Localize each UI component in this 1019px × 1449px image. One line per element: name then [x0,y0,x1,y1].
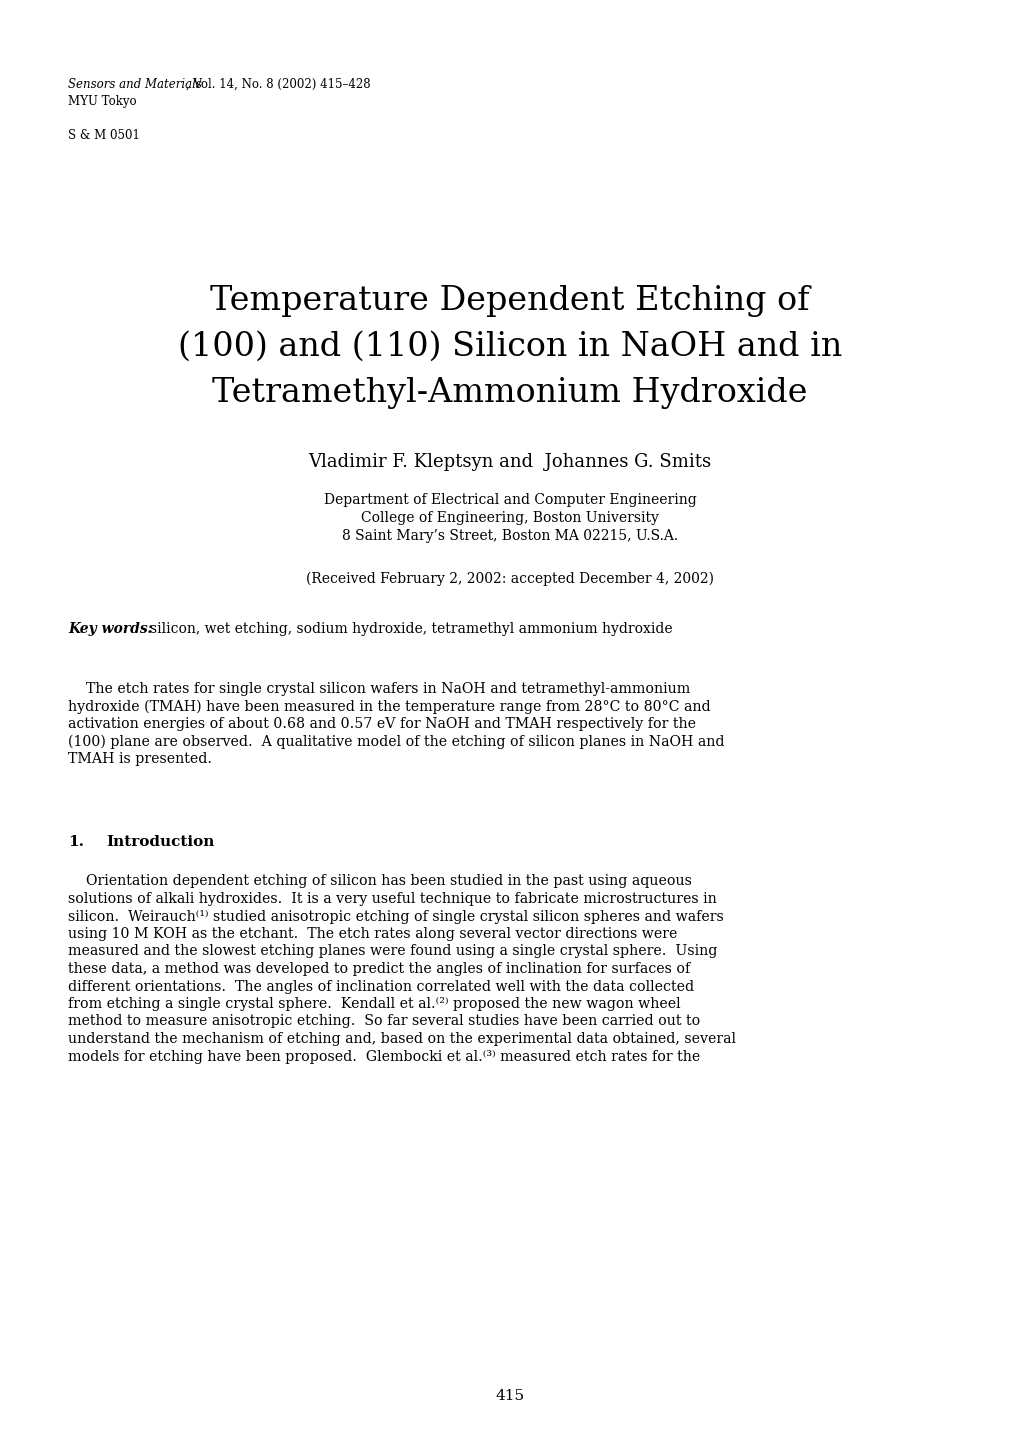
Text: Tetramethyl-Ammonium Hydroxide: Tetramethyl-Ammonium Hydroxide [212,377,807,409]
Text: from etching a single crystal sphere.  Kendall et al.⁽²⁾ proposed the new wagon : from etching a single crystal sphere. Ke… [68,997,680,1011]
Text: 8 Saint Mary’s Street, Boston MA 02215, U.S.A.: 8 Saint Mary’s Street, Boston MA 02215, … [341,529,678,543]
Text: (100) and (110) Silicon in NaOH and in: (100) and (110) Silicon in NaOH and in [177,330,842,364]
Text: The etch rates for single crystal silicon wafers in NaOH and tetramethyl-ammoniu: The etch rates for single crystal silico… [68,682,690,696]
Text: Key words:: Key words: [68,622,153,636]
Text: measured and the slowest etching planes were found using a single crystal sphere: measured and the slowest etching planes … [68,945,716,958]
Text: silicon.  Weirauch⁽¹⁾ studied anisotropic etching of single crystal silicon sphe: silicon. Weirauch⁽¹⁾ studied anisotropic… [68,910,723,923]
Text: (Received February 2, 2002: accepted December 4, 2002): (Received February 2, 2002: accepted Dec… [306,572,713,587]
Text: Orientation dependent etching of silicon has been studied in the past using aque: Orientation dependent etching of silicon… [68,875,691,888]
Text: these data, a method was developed to predict the angles of inclination for surf: these data, a method was developed to pr… [68,962,690,977]
Text: Sensors and Materials: Sensors and Materials [68,78,202,91]
Text: Temperature Dependent Etching of: Temperature Dependent Etching of [210,285,809,317]
Text: S & M 0501: S & M 0501 [68,129,140,142]
Text: (100) plane are observed.  A qualitative model of the etching of silicon planes : (100) plane are observed. A qualitative … [68,735,723,749]
Text: hydroxide (TMAH) have been measured in the temperature range from 28°C to 80°C a: hydroxide (TMAH) have been measured in t… [68,700,710,714]
Text: Introduction: Introduction [106,835,214,849]
Text: activation energies of about 0.68 and 0.57 eV for NaOH and TMAH respectively for: activation energies of about 0.68 and 0.… [68,717,695,730]
Text: Department of Electrical and Computer Engineering: Department of Electrical and Computer En… [323,493,696,507]
Text: TMAH is presented.: TMAH is presented. [68,752,212,767]
Text: , Vol. 14, No. 8 (2002) 415–428: , Vol. 14, No. 8 (2002) 415–428 [185,78,370,91]
Text: models for etching have been proposed.  Glembocki et al.⁽³⁾ measured etch rates : models for etching have been proposed. G… [68,1049,700,1064]
Text: method to measure anisotropic etching.  So far several studies have been carried: method to measure anisotropic etching. S… [68,1014,700,1029]
Text: 415: 415 [495,1390,524,1403]
Text: using 10 M KOH as the etchant.  The etch rates along several vector directions w: using 10 M KOH as the etchant. The etch … [68,927,677,940]
Text: understand the mechanism of etching and, based on the experimental data obtained: understand the mechanism of etching and,… [68,1032,736,1046]
Text: different orientations.  The angles of inclination correlated well with the data: different orientations. The angles of in… [68,980,694,994]
Text: College of Engineering, Boston University: College of Engineering, Boston Universit… [361,511,658,525]
Text: 1.: 1. [68,835,84,849]
Text: Vladimir F. Kleptsyn and  Johannes G. Smits: Vladimir F. Kleptsyn and Johannes G. Smi… [308,454,711,471]
Text: silicon, wet etching, sodium hydroxide, tetramethyl ammonium hydroxide: silicon, wet etching, sodium hydroxide, … [150,622,672,636]
Text: MYU Tokyo: MYU Tokyo [68,96,137,109]
Text: solutions of alkali hydroxides.  It is a very useful technique to fabricate micr: solutions of alkali hydroxides. It is a … [68,893,716,906]
